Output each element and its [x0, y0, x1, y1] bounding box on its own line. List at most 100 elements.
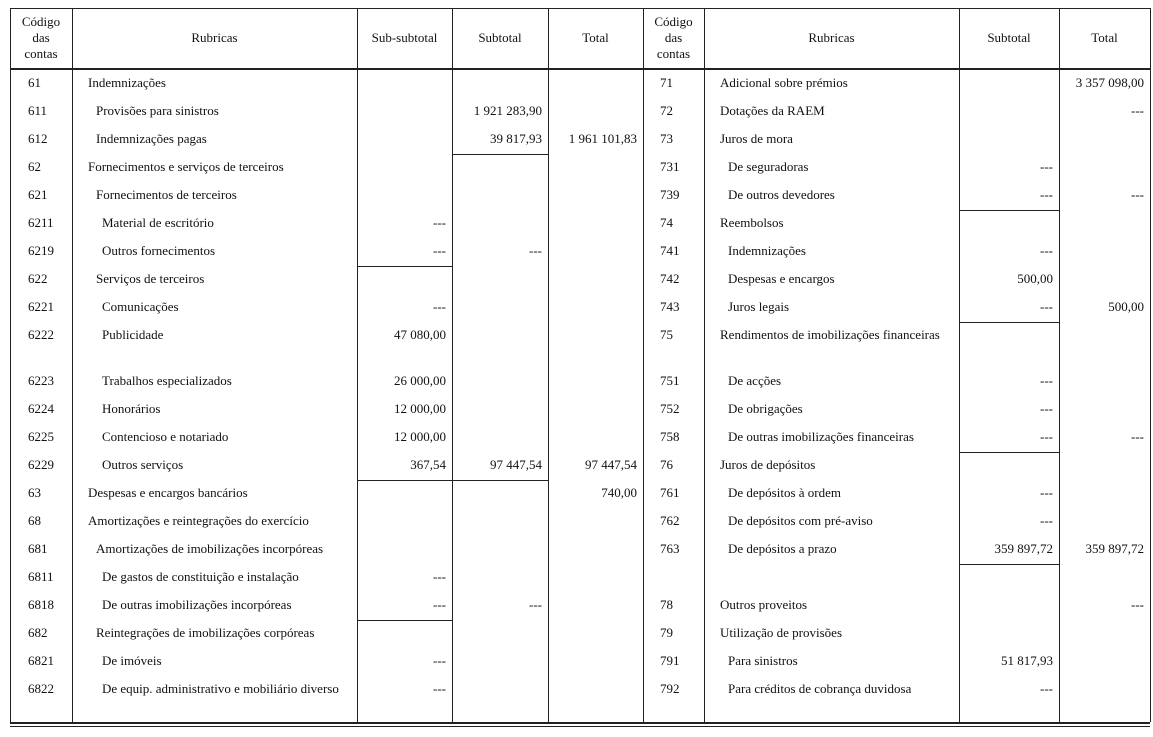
subtotal-value: --- — [433, 215, 446, 230]
item-label: Juros legais — [728, 299, 790, 314]
account-code: 75 — [660, 327, 673, 342]
item-label: Fornecimentos de terceiros — [96, 187, 237, 202]
item-label: Trabalhos especializados — [102, 373, 232, 388]
subtotal-value: --- — [433, 653, 446, 668]
account-code: 611 — [28, 103, 48, 118]
account-code: 761 — [660, 485, 680, 500]
account-code: 751 — [660, 373, 680, 388]
column-rule — [452, 8, 453, 722]
column-rule — [704, 8, 705, 722]
column-header: Sub-subtotal — [371, 30, 438, 45]
account-code: 621 — [28, 187, 48, 202]
subtotal-rule — [959, 210, 1059, 211]
column-header: Subtotal — [478, 30, 522, 45]
subtotal-value: 26 000,00 — [394, 373, 446, 388]
subtotal-value: --- — [433, 569, 446, 584]
column-rule — [357, 8, 358, 722]
subtotal-value: --- — [1040, 159, 1053, 174]
subtotal-value: --- — [529, 243, 542, 258]
subtotal-value: 367,54 — [410, 457, 446, 472]
total-value: 359 897,72 — [1085, 541, 1145, 556]
column-header: Código das contas — [21, 14, 61, 61]
account-code: 741 — [660, 243, 680, 258]
item-label: Outros proveitos — [720, 597, 808, 612]
account-code: 763 — [660, 541, 680, 556]
subtotal-value: 51 817,93 — [1001, 653, 1053, 668]
account-code: 79 — [660, 625, 673, 640]
item-label: Adicional sobre prémios — [720, 75, 848, 90]
subtotal-value: --- — [1040, 243, 1053, 258]
account-code: 739 — [660, 187, 680, 202]
total-value: --- — [1131, 103, 1144, 118]
total-value: 1 961 101,83 — [568, 131, 637, 146]
column-rule — [643, 8, 644, 722]
total-value: 3 357 098,00 — [1075, 75, 1144, 90]
account-code: 6818 — [28, 597, 54, 612]
account-code: 792 — [660, 681, 680, 696]
subtotal-rule — [452, 480, 548, 481]
account-code: 681 — [28, 541, 48, 556]
account-code: 6211 — [28, 215, 54, 230]
item-label: Outros serviços — [102, 457, 184, 472]
item-label: De outras imobilizações incorpóreas — [102, 597, 292, 612]
account-code: 682 — [28, 625, 48, 640]
subtotal-value: --- — [1040, 513, 1053, 528]
account-code: 742 — [660, 271, 680, 286]
account-code: 6821 — [28, 653, 54, 668]
account-code: 6229 — [28, 457, 54, 472]
total-value: --- — [1131, 429, 1144, 444]
column-rule — [72, 8, 73, 722]
rule — [10, 8, 1150, 9]
account-code: 78 — [660, 597, 673, 612]
item-label: Juros de mora — [720, 131, 793, 146]
subtotal-value: --- — [1040, 485, 1053, 500]
item-label: De outras imobilizações financeiras — [728, 429, 914, 444]
item-label: Honorários — [102, 401, 161, 416]
subtotal-value: --- — [1040, 187, 1053, 202]
subtotal-value: --- — [1040, 401, 1053, 416]
item-label: Fornecimentos e serviços de terceiros — [88, 159, 284, 174]
account-code: 72 — [660, 103, 673, 118]
account-code: 791 — [660, 653, 680, 668]
total-value: 500,00 — [1108, 299, 1144, 314]
item-label: Dotações da RAEM — [720, 103, 825, 118]
subtotal-value: --- — [1040, 681, 1053, 696]
subtotal-value: 39 817,93 — [490, 131, 542, 146]
subtotal-rule — [357, 480, 452, 481]
item-label: De depósitos a prazo — [728, 541, 837, 556]
item-label: De depósitos à ordem — [728, 485, 842, 500]
subtotal-rule — [452, 154, 548, 155]
item-label: Serviços de terceiros — [96, 271, 205, 286]
account-code: 61 — [28, 75, 41, 90]
total-value: --- — [1131, 597, 1144, 612]
item-label: Comunicações — [102, 299, 179, 314]
account-code: 74 — [660, 215, 673, 230]
item-label: Reembolsos — [720, 215, 784, 230]
item-label: Provisões para sinistros — [96, 103, 219, 118]
account-code: 6224 — [28, 401, 54, 416]
subtotal-value: --- — [433, 299, 446, 314]
subtotal-rule — [357, 620, 452, 621]
total-value: 97 447,54 — [585, 457, 637, 472]
subtotal-rule — [959, 564, 1059, 565]
account-code: 752 — [660, 401, 680, 416]
item-label: Utilização de provisões — [720, 625, 843, 640]
item-label: De gastos de constituição e instalação — [102, 569, 299, 584]
account-code: 6225 — [28, 429, 54, 444]
item-label: Amortizações de imobilizações incorpórea… — [96, 541, 324, 556]
rule — [10, 726, 1150, 727]
rule — [10, 722, 1150, 724]
total-value: 740,00 — [601, 485, 637, 500]
total-value: --- — [1131, 187, 1144, 202]
account-code: 62 — [28, 159, 41, 174]
subtotal-value: --- — [433, 597, 446, 612]
account-code: 6811 — [28, 569, 54, 584]
item-label: Amortizações e reintegrações do exercíci… — [88, 513, 309, 528]
account-code: 6221 — [28, 299, 54, 314]
item-label: De seguradoras — [728, 159, 809, 174]
column-rule — [1059, 8, 1060, 722]
subtotal-value: 12 000,00 — [394, 429, 446, 444]
subtotal-value: --- — [1040, 299, 1053, 314]
item-label: Indemnizações — [728, 243, 806, 258]
subtotal-value: --- — [1040, 429, 1053, 444]
